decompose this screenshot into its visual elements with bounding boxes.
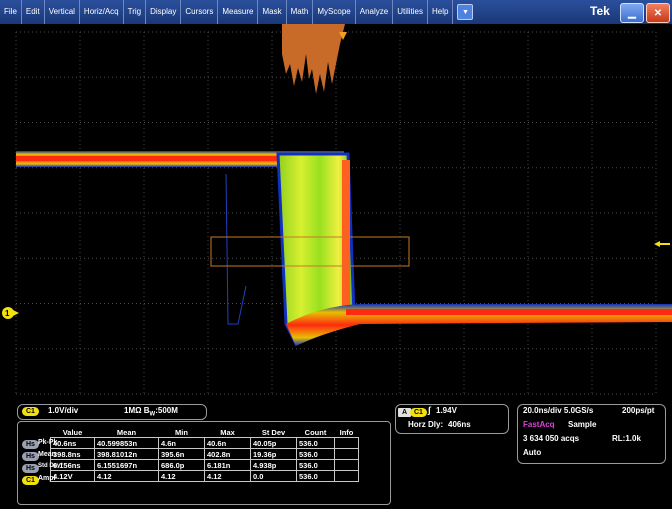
cell-stdev: 40.05p xyxy=(251,438,297,449)
record-length: RL:1.0k xyxy=(612,434,641,443)
cell-max: 4.12 xyxy=(205,471,251,482)
menu-display[interactable]: Display xyxy=(146,0,181,24)
cell-min: 395.6n xyxy=(159,449,205,460)
menu-trig[interactable]: Trig xyxy=(124,0,146,24)
trigger-level: 1.94V xyxy=(436,406,457,415)
cell-max: 40.6n xyxy=(205,438,251,449)
measurement-source-badge: Hs xyxy=(22,452,39,461)
measurement-label[interactable]: Ampl xyxy=(38,475,56,482)
measurement-header-row: Value Mean Min Max St Dev Count Info xyxy=(51,427,359,438)
table-row[interactable]: 4.12V 4.12 4.12 4.12 0.0 536.0 xyxy=(51,471,359,482)
svg-text:1: 1 xyxy=(5,309,10,318)
cell-mean: 398.81012n xyxy=(95,449,159,460)
sample-mode: Sample xyxy=(568,420,596,429)
header-mean: Mean xyxy=(95,427,159,438)
measurement-source-badge: C1 xyxy=(22,476,39,485)
cell-mean: 40.599853n xyxy=(95,438,159,449)
cell-stdev: 0.0 xyxy=(251,471,297,482)
waveform-display[interactable]: 1 xyxy=(0,24,672,400)
measurement-label[interactable]: Pk-Pk xyxy=(38,439,57,446)
measurement-label[interactable]: Mean xyxy=(38,451,56,458)
cell-count: 536.0 xyxy=(297,471,335,482)
run-mode: Auto xyxy=(523,448,541,457)
horizontal-delay-value: 406ns xyxy=(448,420,471,429)
table-row[interactable]: 6.156ns 6.1551697n 686.0p 6.181n 4.938p … xyxy=(51,460,359,471)
triangle-down-icon: ▼ xyxy=(462,9,469,16)
cell-min: 4.12 xyxy=(159,471,205,482)
cell-stdev: 19.36p xyxy=(251,449,297,460)
table-row[interactable]: 398.8ns 398.81012n 395.6n 402.8n 19.36p … xyxy=(51,449,359,460)
menu-dropdown-button[interactable]: ▼ xyxy=(457,4,473,20)
header-count: Count xyxy=(297,427,335,438)
channel1-coupling: 1MΩ BW:500M xyxy=(124,406,178,418)
cell-count: 536.0 xyxy=(297,460,335,471)
minimize-button[interactable]: ▁ xyxy=(620,3,644,23)
menu-math[interactable]: Math xyxy=(287,0,314,24)
resolution-readout: 200ps/pt xyxy=(622,406,654,415)
trigger-source-badge: C1 xyxy=(410,408,427,417)
cell-min: 4.6n xyxy=(159,438,205,449)
menu-horiz-acq[interactable]: Horiz/Acq xyxy=(80,0,124,24)
header-max: Max xyxy=(205,427,251,438)
menu-help[interactable]: Help xyxy=(428,0,453,24)
header-stdev: St Dev xyxy=(251,427,297,438)
channel1-badge: C1 xyxy=(22,407,39,416)
cell-min: 686.0p xyxy=(159,460,205,471)
cell-info xyxy=(335,460,359,471)
waveform-low-level-core xyxy=(346,309,672,315)
fastacq-mode: FastAcq xyxy=(523,420,555,429)
cell-stdev: 4.938p xyxy=(251,460,297,471)
minimize-icon: ▁ xyxy=(628,8,636,19)
channel1-scale: 1.0V/div xyxy=(48,406,78,415)
measurement-source-badge: Hs xyxy=(22,464,39,473)
measurement-label[interactable]: Std Dev* xyxy=(38,463,63,469)
channel1-readout[interactable] xyxy=(17,404,207,420)
menu-file[interactable]: File xyxy=(0,0,22,24)
cell-count: 536.0 xyxy=(297,449,335,460)
tek-logo: Tek xyxy=(590,4,610,18)
horizontal-delay-label: Horz Dly: xyxy=(408,420,443,429)
menu-utilities[interactable]: Utilities xyxy=(393,0,428,24)
menu-analyze[interactable]: Analyze xyxy=(356,0,393,24)
close-button[interactable]: ✕ xyxy=(646,3,670,23)
menu-cursors[interactable]: Cursors xyxy=(181,0,218,24)
close-icon: ✕ xyxy=(654,8,662,19)
cell-mean: 4.12 xyxy=(95,471,159,482)
waveform-edge-core xyxy=(342,160,350,320)
acquisition-count: 3 634 050 acqs xyxy=(523,434,579,443)
cell-count: 536.0 xyxy=(297,438,335,449)
menu-bar: File Edit Vertical Horiz/Acq Trig Displa… xyxy=(0,0,672,24)
measurement-source-badge: Hs xyxy=(22,440,39,449)
cell-value: 4.12V xyxy=(51,471,95,482)
menu-measure[interactable]: Measure xyxy=(218,0,258,24)
menu-myscope[interactable]: MyScope xyxy=(313,0,355,24)
trigger-slope-icon: ∫ xyxy=(428,405,430,415)
cell-info xyxy=(335,449,359,460)
cell-max: 402.8n xyxy=(205,449,251,460)
menu-mask[interactable]: Mask xyxy=(258,0,286,24)
table-row[interactable]: 40.6ns 40.599853n 4.6n 40.6n 40.05p 536.… xyxy=(51,438,359,449)
cell-value: 398.8ns xyxy=(51,449,95,460)
menu-vertical[interactable]: Vertical xyxy=(45,0,80,24)
measurement-table: Value Mean Min Max St Dev Count Info 40.… xyxy=(50,427,359,482)
cell-max: 6.181n xyxy=(205,460,251,471)
cell-info xyxy=(335,438,359,449)
header-min: Min xyxy=(159,427,205,438)
header-value: Value xyxy=(51,427,95,438)
header-info: Info xyxy=(335,427,359,438)
timebase-readout: 20.0ns/div 5.0GS/s xyxy=(523,406,593,415)
cell-info xyxy=(335,471,359,482)
menu-edit[interactable]: Edit xyxy=(22,0,45,24)
cell-mean: 6.1551697n xyxy=(95,460,159,471)
